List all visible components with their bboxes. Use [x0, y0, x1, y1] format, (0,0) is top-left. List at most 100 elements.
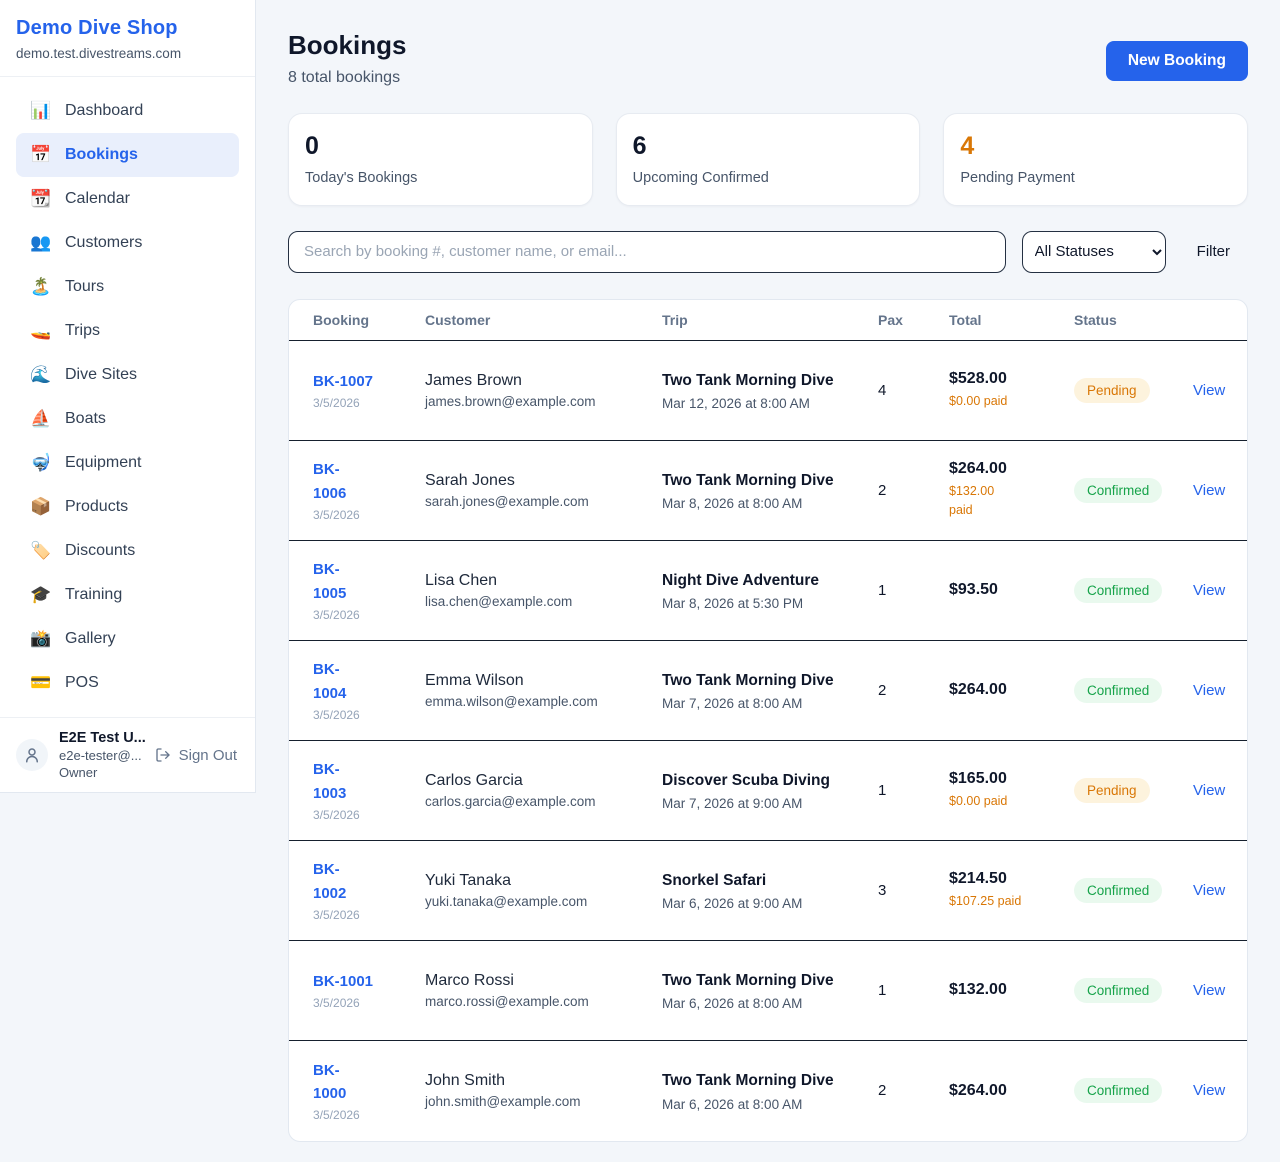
sidebar-item-products[interactable]: 📦 Products	[16, 485, 239, 529]
column-header-status: Status	[1074, 311, 1117, 328]
booking-date: 3/5/2026	[313, 507, 360, 522]
status-cell: Confirmed	[1074, 577, 1193, 603]
customer-cell: Sarah Jones sarah.jones@example.com	[425, 472, 662, 509]
page-header: Bookings 8 total bookings New Booking	[288, 30, 1248, 87]
trip-cell: Two Tank Morning Dive Mar 12, 2026 at 8:…	[662, 369, 878, 411]
total-cell: $214.50 $107.25 paid	[949, 870, 1074, 911]
sign-out-button[interactable]: Sign Out	[155, 747, 239, 764]
view-link[interactable]: View	[1193, 981, 1226, 999]
sidebar-item-label: Tours	[65, 278, 105, 295]
nav-icon: 🏝️	[30, 277, 52, 296]
sidebar-item-bookings[interactable]: 📅 Bookings	[16, 133, 239, 177]
sidebar-item-dive-sites[interactable]: 🌊 Dive Sites	[16, 353, 239, 397]
trip-date: Mar 6, 2026 at 8:00 AM	[662, 996, 803, 1011]
total-cell: $132.00	[949, 981, 1074, 999]
table-header-row: Booking Customer Trip Pax Total Status	[289, 300, 1247, 341]
trip-date: Mar 7, 2026 at 8:00 AM	[662, 696, 803, 711]
new-booking-button[interactable]: New Booking	[1105, 41, 1248, 81]
table-row: BK- 1004 3/5/2026 Emma Wilson emma.wilso…	[289, 641, 1247, 741]
booking-date: 3/5/2026	[313, 707, 360, 722]
customer-name: Lisa Chen	[425, 571, 498, 589]
sidebar-item-calendar[interactable]: 📆 Calendar	[16, 177, 239, 221]
view-link[interactable]: View	[1193, 781, 1226, 799]
avatar	[16, 739, 48, 771]
person-icon	[26, 748, 38, 763]
sidebar-item-equipment[interactable]: 🤿 Equipment	[16, 441, 239, 485]
customer-name: Emma Wilson	[425, 671, 524, 689]
nav-icon: 📆	[30, 189, 52, 208]
sidebar-item-label: Dive Sites	[65, 366, 138, 383]
sidebar-item-label: Training	[65, 586, 123, 603]
booking-id-link[interactable]: BK- 1002	[313, 861, 347, 902]
total-amount: $214.50	[949, 869, 1007, 887]
status-cell: Confirmed	[1074, 977, 1193, 1003]
customer-cell: James Brown james.brown@example.com	[425, 372, 662, 409]
sidebar-item-label: Calendar	[65, 190, 130, 207]
page-title: Bookings	[288, 30, 407, 60]
pax-value: 4	[878, 381, 887, 399]
view-link[interactable]: View	[1193, 381, 1226, 399]
pax-value: 1	[878, 981, 887, 999]
page-subtitle: 8 total bookings	[288, 69, 401, 86]
pax-value: 3	[878, 881, 887, 899]
sidebar-item-gallery[interactable]: 📸 Gallery	[16, 617, 239, 661]
customer-name: Marco Rossi	[425, 971, 514, 989]
search-input[interactable]	[288, 230, 1006, 273]
view-link[interactable]: View	[1193, 581, 1226, 599]
booking-cell: BK- 1004 3/5/2026	[313, 658, 425, 722]
status-cell: Confirmed	[1074, 477, 1193, 503]
customer-email: lisa.chen@example.com	[425, 593, 573, 609]
stat-value: 0	[305, 132, 319, 160]
view-link[interactable]: View	[1193, 481, 1226, 499]
customer-email: james.brown@example.com	[425, 393, 596, 409]
nav-icon: 📦	[30, 497, 52, 516]
view-link[interactable]: View	[1193, 1082, 1226, 1099]
view-link[interactable]: View	[1193, 681, 1226, 699]
booking-id-link[interactable]: BK- 1004	[313, 661, 347, 702]
total-cell: $264.00	[949, 1082, 1074, 1100]
booking-id-link[interactable]: BK-1001	[313, 972, 374, 990]
stat-card-todays-bookings: 0 Today's Bookings	[288, 113, 593, 206]
booking-id-link[interactable]: BK- 1003	[313, 761, 347, 802]
table-row: BK- 1003 3/5/2026 Carlos Garcia carlos.g…	[289, 741, 1247, 841]
booking-id-link[interactable]: BK- 1006	[313, 461, 347, 502]
trip-name: Snorkel Safari	[662, 871, 767, 889]
sidebar-item-discounts[interactable]: 🏷️ Discounts	[16, 529, 239, 573]
total-amount: $132.00	[949, 981, 1007, 998]
sidebar-item-label: Dashboard	[65, 102, 144, 119]
customer-name: Sarah Jones	[425, 471, 515, 489]
booking-cell: BK- 1002 3/5/2026	[313, 858, 425, 922]
total-cell: $93.50	[949, 581, 1074, 599]
view-link[interactable]: View	[1193, 881, 1226, 899]
customer-cell: John Smith john.smith@example.com	[425, 1072, 662, 1109]
paid-amount: $107.25 paid	[949, 893, 1022, 908]
main-content: Bookings 8 total bookings New Booking 0 …	[256, 0, 1280, 1142]
customer-email: john.smith@example.com	[425, 1094, 581, 1109]
sidebar-item-trips[interactable]: 🚤 Trips	[16, 309, 239, 353]
pax-value: 1	[878, 781, 887, 799]
booking-id-link[interactable]: BK- 1000	[313, 1061, 347, 1102]
total-amount: $93.50	[949, 581, 998, 598]
stat-card-upcoming-confirmed: 6 Upcoming Confirmed	[615, 113, 921, 206]
table-body: BK-1007 3/5/2026 James Brown james.brown…	[289, 341, 1247, 1141]
booking-date: 3/5/2026	[313, 996, 360, 1011]
status-filter-select[interactable]: All Statuses	[1021, 230, 1166, 273]
trip-cell: Night Dive Adventure Mar 8, 2026 at 5:30…	[662, 569, 878, 611]
toolbar: All Statuses Filter	[288, 230, 1248, 273]
status-cell: Confirmed	[1074, 877, 1193, 903]
sidebar-item-tours[interactable]: 🏝️ Tours	[16, 265, 239, 309]
nav-icon: 🏷️	[30, 541, 52, 560]
sidebar-item-pos[interactable]: 💳 POS	[16, 661, 239, 705]
sidebar-item-customers[interactable]: 👥 Customers	[16, 221, 239, 265]
stat-value: 6	[632, 132, 647, 160]
sidebar-item-dashboard[interactable]: 📊 Dashboard	[16, 89, 239, 133]
sidebar-item-training[interactable]: 🎓 Training	[16, 573, 239, 617]
booking-id-link[interactable]: BK- 1005	[313, 561, 347, 602]
filter-button[interactable]: Filter	[1196, 243, 1230, 260]
customer-email: marco.rossi@example.com	[425, 993, 589, 1009]
total-cell: $264.00 $132.00 paid	[949, 460, 1074, 520]
sidebar-item-label: Equipment	[65, 454, 142, 471]
booking-date: 3/5/2026	[313, 1108, 360, 1123]
sidebar-item-boats[interactable]: ⛵ Boats	[16, 397, 239, 441]
booking-id-link[interactable]: BK-1007	[313, 372, 374, 390]
